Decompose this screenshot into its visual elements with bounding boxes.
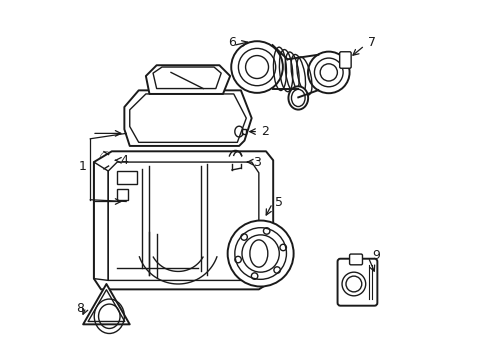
Text: 9: 9 bbox=[371, 249, 379, 262]
Circle shape bbox=[231, 41, 282, 93]
Bar bbox=[242, 129, 245, 134]
Text: 3: 3 bbox=[253, 156, 261, 168]
Text: 5: 5 bbox=[274, 196, 283, 209]
FancyBboxPatch shape bbox=[349, 254, 362, 265]
Text: 4: 4 bbox=[121, 154, 128, 167]
Ellipse shape bbox=[288, 86, 307, 109]
FancyBboxPatch shape bbox=[339, 52, 350, 68]
Polygon shape bbox=[94, 151, 273, 289]
Polygon shape bbox=[124, 90, 251, 146]
Text: 2: 2 bbox=[260, 125, 268, 138]
Text: 7: 7 bbox=[367, 36, 375, 49]
Circle shape bbox=[341, 272, 365, 296]
FancyBboxPatch shape bbox=[337, 259, 377, 306]
Text: 8: 8 bbox=[77, 302, 84, 315]
Circle shape bbox=[307, 51, 349, 93]
Polygon shape bbox=[145, 65, 230, 94]
Text: 6: 6 bbox=[227, 36, 235, 49]
Circle shape bbox=[227, 221, 293, 287]
Polygon shape bbox=[83, 284, 129, 324]
Text: 1: 1 bbox=[78, 160, 86, 173]
Bar bbox=[117, 171, 137, 184]
Bar bbox=[117, 189, 128, 200]
